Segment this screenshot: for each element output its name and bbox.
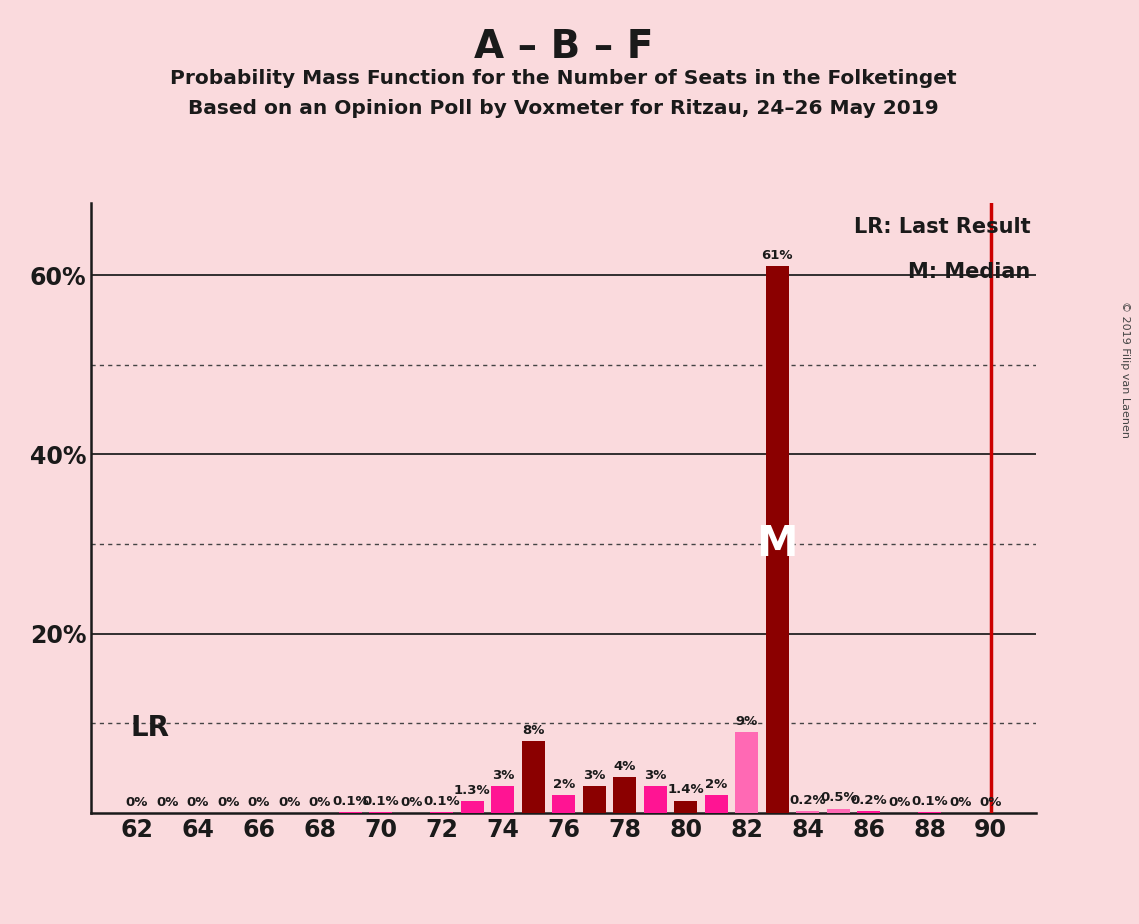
Text: 3%: 3% — [645, 769, 666, 782]
Text: 0%: 0% — [278, 796, 301, 808]
Text: 0.1%: 0.1% — [911, 795, 948, 808]
Bar — [491, 786, 514, 813]
Text: 0%: 0% — [247, 796, 270, 808]
Text: 0%: 0% — [187, 796, 210, 808]
Bar — [796, 811, 819, 813]
Text: LR: Last Result: LR: Last Result — [854, 217, 1031, 237]
Text: 2%: 2% — [552, 778, 575, 791]
Text: 0.1%: 0.1% — [333, 795, 369, 808]
Text: 0.2%: 0.2% — [789, 794, 826, 807]
Bar — [705, 796, 728, 813]
Text: 1.3%: 1.3% — [454, 784, 491, 797]
Text: 0%: 0% — [156, 796, 179, 808]
Bar — [522, 741, 544, 813]
Bar — [674, 800, 697, 813]
Text: 0%: 0% — [125, 796, 148, 808]
Text: 0%: 0% — [980, 796, 1002, 808]
Text: 0%: 0% — [400, 796, 423, 808]
Text: 0.1%: 0.1% — [362, 795, 399, 808]
Text: 61%: 61% — [762, 249, 793, 261]
Text: M: M — [756, 523, 798, 565]
Text: 0%: 0% — [218, 796, 239, 808]
Text: 1.4%: 1.4% — [667, 783, 704, 796]
Bar — [736, 733, 759, 813]
Text: LR: LR — [131, 714, 170, 742]
Text: 4%: 4% — [614, 760, 636, 772]
Bar — [583, 786, 606, 813]
Text: 8%: 8% — [522, 723, 544, 737]
Bar — [552, 796, 575, 813]
Text: 0%: 0% — [888, 796, 910, 808]
Bar — [858, 811, 880, 813]
Text: Probability Mass Function for the Number of Seats in the Folketinget: Probability Mass Function for the Number… — [171, 69, 957, 89]
Bar — [461, 801, 484, 813]
Bar — [765, 266, 788, 813]
Text: 0.1%: 0.1% — [424, 795, 460, 808]
Text: 0.5%: 0.5% — [820, 791, 857, 804]
Text: 0%: 0% — [949, 796, 972, 808]
Text: 3%: 3% — [492, 769, 514, 782]
Text: 0.2%: 0.2% — [851, 794, 887, 807]
Text: A – B – F: A – B – F — [474, 28, 654, 66]
Text: © 2019 Filip van Laenen: © 2019 Filip van Laenen — [1121, 301, 1130, 438]
Bar — [644, 786, 666, 813]
Bar — [827, 808, 850, 813]
Text: Based on an Opinion Poll by Voxmeter for Ritzau, 24–26 May 2019: Based on an Opinion Poll by Voxmeter for… — [188, 99, 940, 118]
Text: 0%: 0% — [309, 796, 331, 808]
Text: M: Median: M: Median — [908, 261, 1031, 282]
Bar — [614, 777, 637, 813]
Text: 3%: 3% — [583, 769, 606, 782]
Text: 9%: 9% — [736, 715, 757, 728]
Text: 2%: 2% — [705, 778, 728, 791]
